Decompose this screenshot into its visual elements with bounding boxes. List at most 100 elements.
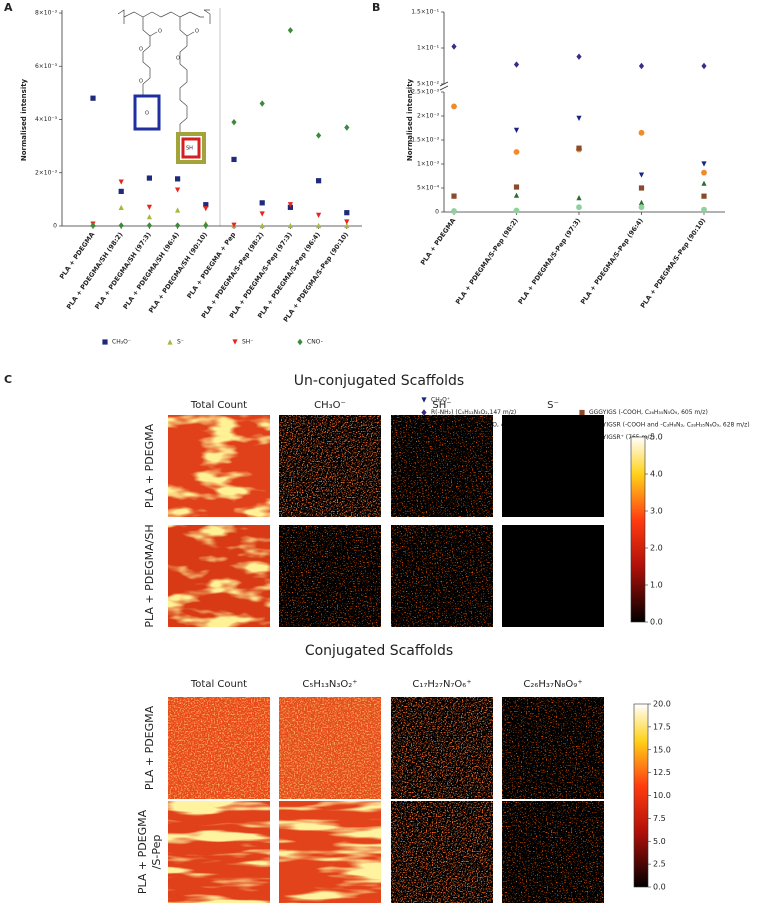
data-point — [118, 188, 124, 194]
data-point — [203, 222, 209, 229]
data-point — [513, 184, 520, 190]
colorbar-tick-label: 0.0 — [653, 883, 666, 892]
column-header: C₂₆H₃₇N₈O₉⁺ — [523, 679, 582, 690]
data-point — [701, 169, 707, 176]
x-tick-label: PLA + PDEGMA — [419, 217, 457, 267]
row-label: PLA + PDEGMA — [143, 423, 156, 508]
data-point — [344, 124, 350, 131]
data-point — [513, 207, 520, 214]
section-title: Un-conjugated Scaffolds — [294, 373, 464, 389]
data-point — [316, 212, 322, 218]
colorbar-tick-label: 4.0 — [650, 470, 663, 479]
data-point — [287, 202, 293, 208]
row-label: PLA + PDEGMA/SH — [143, 524, 156, 627]
legend-label: GGGYIGSR⁺ (765 m/z) — [589, 434, 655, 441]
y-tick-label: 0 — [435, 209, 439, 216]
data-point — [451, 208, 457, 214]
data-point — [316, 178, 322, 184]
legend-marker — [421, 397, 427, 403]
y-tick-label: 1×10⁻³ — [417, 161, 440, 168]
data-point — [287, 204, 293, 210]
data-point — [638, 199, 645, 205]
panel-label: B — [372, 1, 380, 14]
colorbar-tick-label: 5.0 — [653, 837, 666, 846]
data-point — [513, 149, 520, 155]
data-point — [287, 222, 293, 229]
data-point — [231, 118, 237, 126]
x-tick-label: PLA + PDEGMA/S-Pep (98:2) — [454, 217, 520, 306]
y-tick-label: 8×10⁻³ — [35, 10, 58, 17]
atom-label: O — [158, 29, 162, 35]
colorbar-tick-label: 15.0 — [653, 745, 671, 754]
chemical-structure — [117, 9, 211, 164]
data-point — [701, 180, 707, 186]
atom-label: O — [176, 56, 180, 62]
data-point — [316, 132, 322, 139]
x-tick-label: PLA + PDEGMA + Pep — [185, 230, 237, 300]
colorbar-tick-label: 12.5 — [653, 768, 671, 777]
y-tick-label: 1.5×10⁻³ — [411, 137, 439, 144]
y-axis-title: Normalised intensity — [406, 78, 414, 161]
colorbar-tick-label: 7.5 — [653, 814, 666, 823]
ion-image-texture — [391, 697, 493, 799]
atom-label: O — [145, 111, 149, 117]
data-point — [451, 103, 457, 110]
legend-label: S⁻ — [177, 339, 184, 346]
data-point — [576, 53, 582, 60]
ion-image-texture — [168, 415, 270, 517]
data-point — [287, 27, 293, 34]
ion-image-texture — [502, 801, 604, 903]
ion-image-texture — [168, 697, 270, 799]
data-point — [344, 210, 350, 216]
colorbar-tick-label: 3.0 — [650, 507, 663, 516]
data-point — [203, 206, 209, 212]
y-tick-label: 2.5×10⁻³ — [411, 89, 439, 96]
colorbar-tick-label: 5.0 — [650, 433, 663, 442]
legend-marker — [102, 339, 108, 345]
data-point — [231, 222, 237, 228]
data-point — [259, 222, 265, 229]
column-header: S⁻ — [547, 400, 559, 411]
colorbar-tick-label: 2.5 — [653, 860, 666, 869]
x-tick-label: PLA + PDEGMA/SH (98:2) — [65, 231, 124, 311]
data-point — [90, 95, 96, 101]
ion-image-texture — [502, 697, 604, 799]
legend-marker — [232, 339, 238, 345]
data-point — [576, 145, 582, 151]
column-header: Total Count — [190, 679, 247, 690]
colorbar-tick-label: 20.0 — [653, 700, 671, 709]
y-tick-label: 0 — [53, 223, 57, 230]
data-point — [513, 127, 520, 133]
data-point — [638, 204, 645, 211]
legend-label: GGGYIGS (-COOH, C₂₆H₃₅N₅O₉, 605 m/z) — [589, 409, 708, 416]
data-point — [175, 207, 181, 213]
y-tick-label: 4×10⁻³ — [35, 116, 58, 123]
section-title: Conjugated Scaffolds — [305, 643, 453, 659]
legend-marker — [297, 338, 303, 346]
column-header: Total Count — [190, 400, 247, 411]
row-label: PLA + PDEGMA — [143, 705, 156, 790]
column-header: C₅H₁₃N₃O₂⁺ — [302, 679, 357, 690]
colorbar-tick-label: 1.0 — [650, 581, 663, 590]
y-tick-label: 2×10⁻³ — [417, 113, 440, 120]
x-tick-label: PLA + PDEGMA/S-Pep (96:4) — [579, 217, 645, 306]
data-point — [701, 161, 707, 167]
legend-label: SH⁻ — [242, 339, 254, 346]
atom-label: SH — [186, 146, 193, 152]
ion-image-texture — [279, 801, 381, 903]
data-point — [701, 62, 707, 70]
ion-image-texture — [279, 525, 381, 627]
data-point — [576, 195, 582, 201]
ion-image-texture — [279, 415, 381, 517]
x-tick-label: PLA + PDEGMA/S-Pep (90:10) — [639, 217, 707, 310]
data-point — [576, 115, 582, 121]
data-point — [259, 200, 265, 206]
y-tick-label: 5×10⁻² — [417, 81, 440, 88]
data-point — [701, 193, 707, 199]
data-point — [513, 192, 520, 198]
data-point — [344, 219, 350, 225]
ion-image-texture — [279, 697, 381, 799]
x-tick-label: PLA + PDEGMA/SH (90:10) — [147, 231, 209, 315]
